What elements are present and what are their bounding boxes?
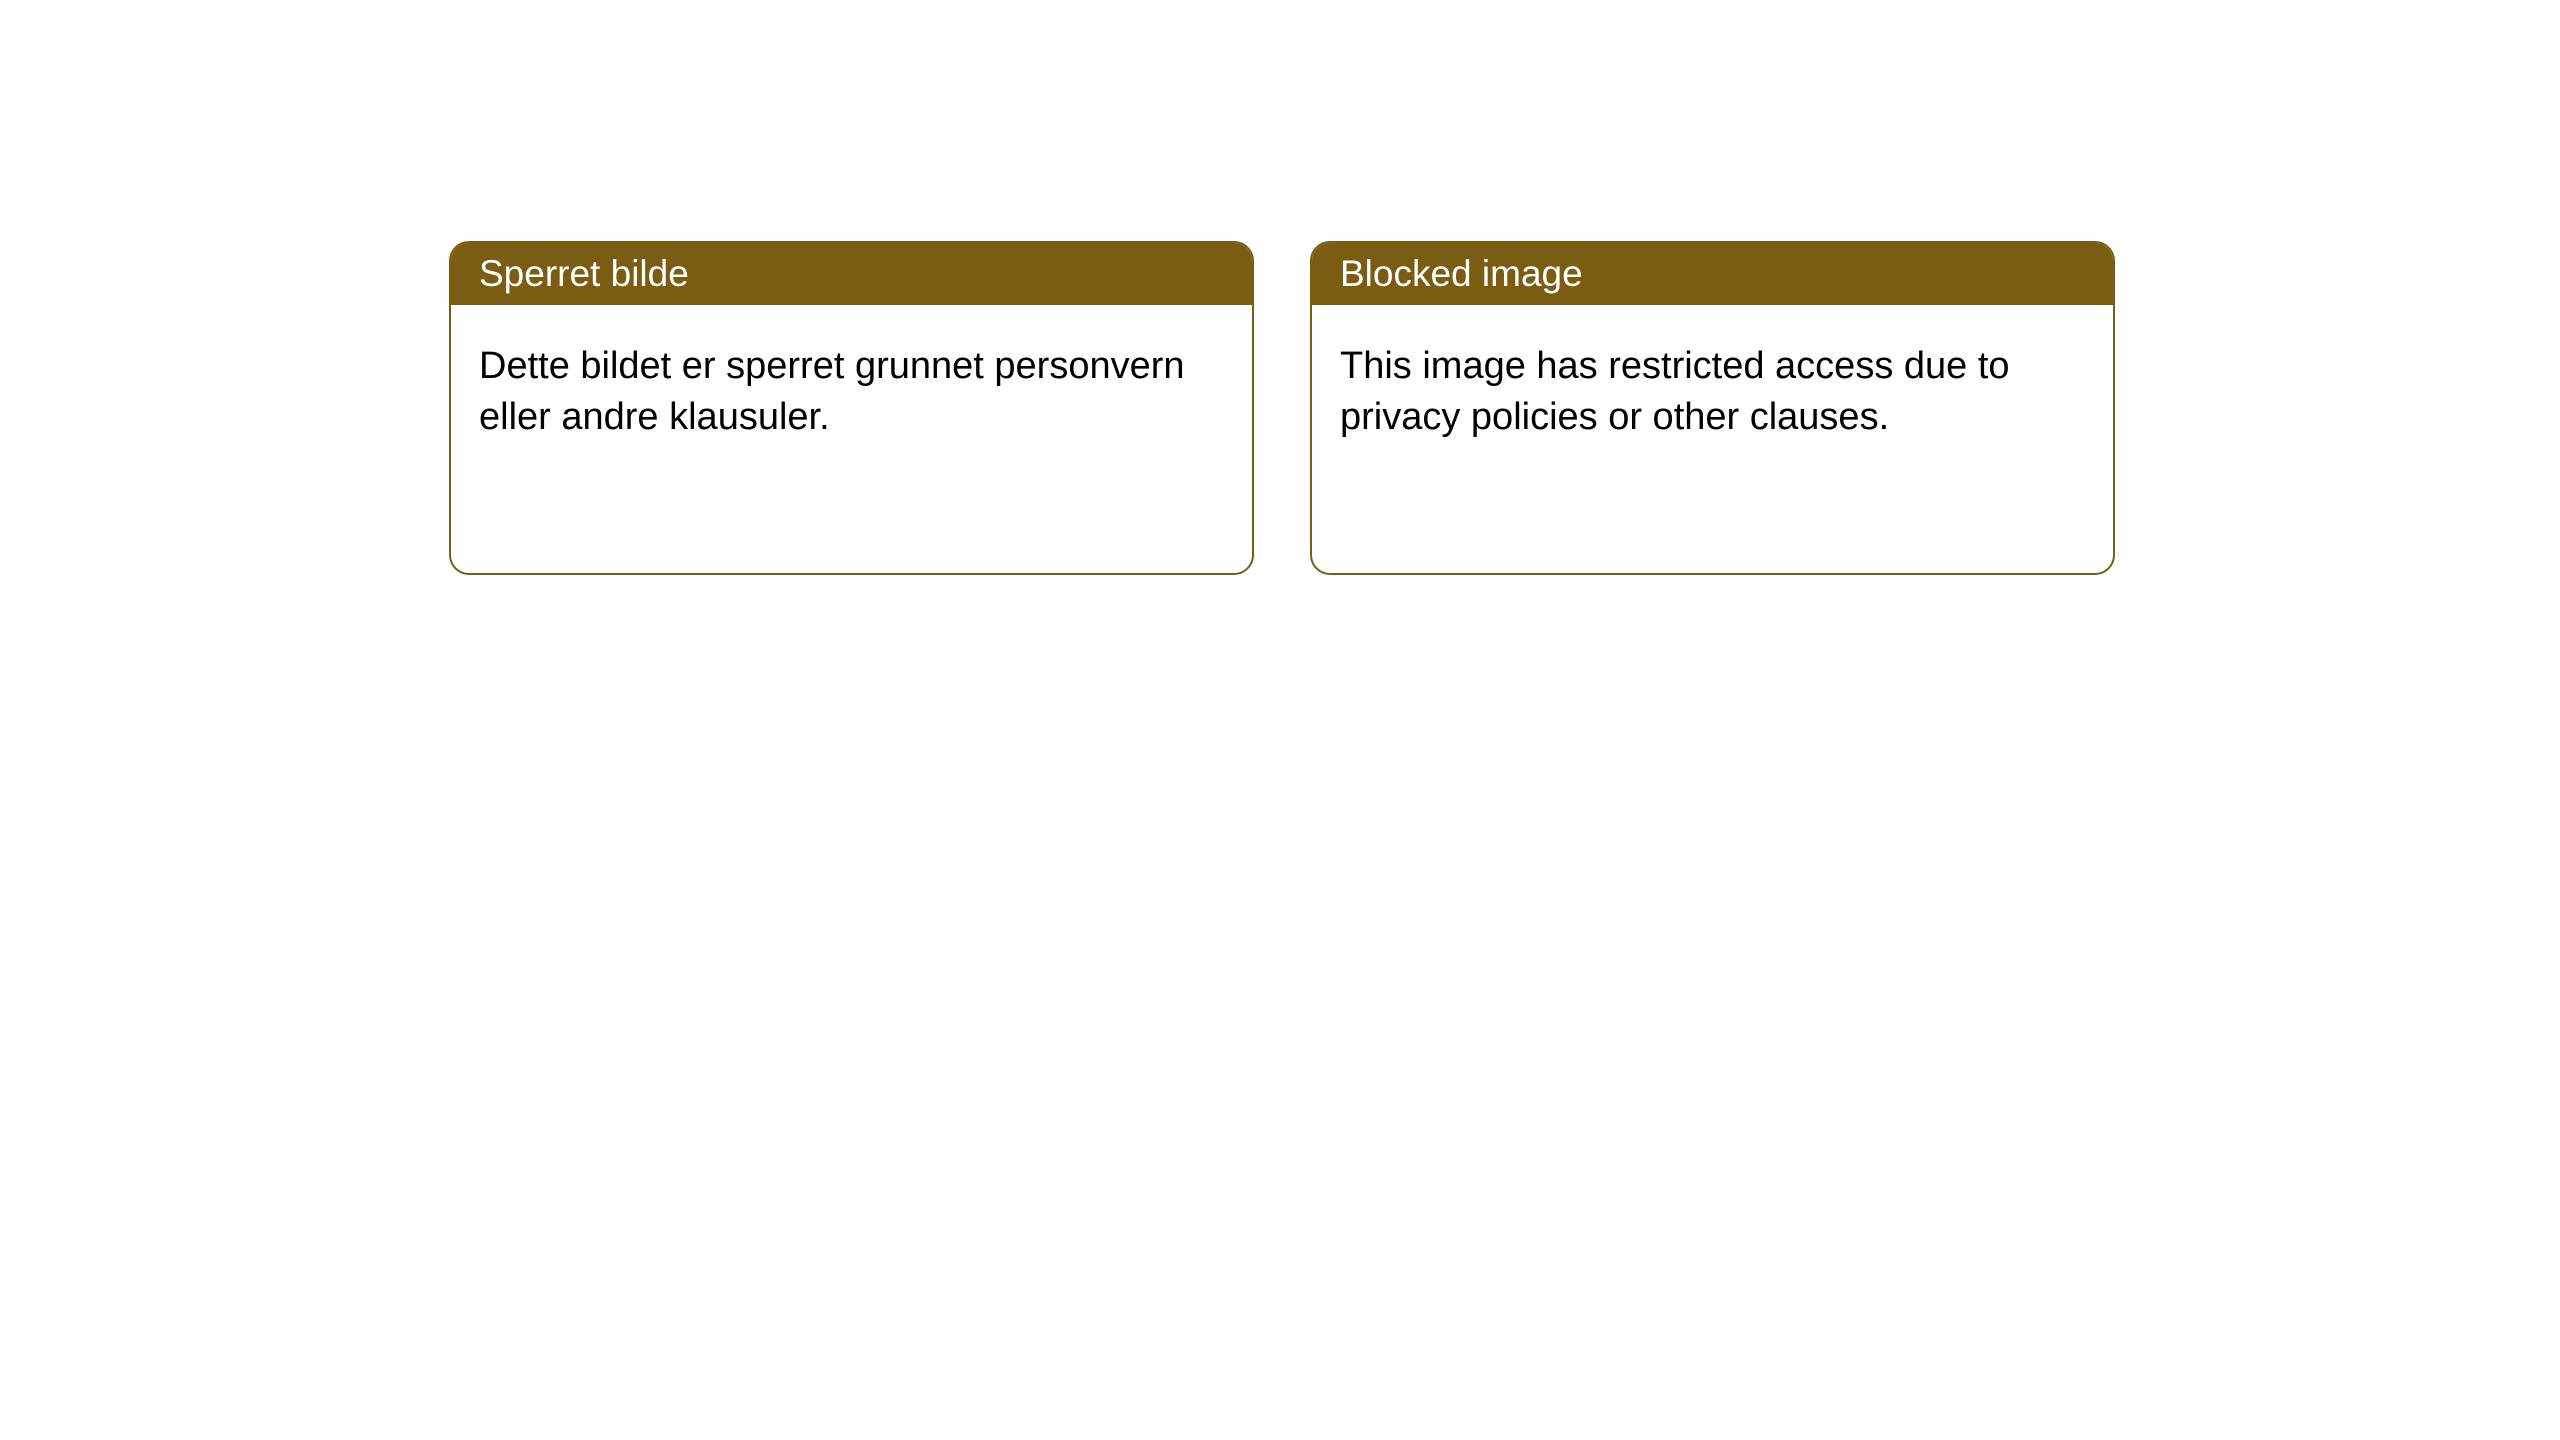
card-body-norwegian: Dette bildet er sperret grunnet personve… bbox=[451, 305, 1252, 480]
card-title-norwegian: Sperret bilde bbox=[479, 253, 689, 294]
cards-container: Sperret bilde Dette bildet er sperret gr… bbox=[0, 0, 2560, 575]
card-header-norwegian: Sperret bilde bbox=[451, 243, 1252, 305]
blocked-image-card-english: Blocked image This image has restricted … bbox=[1310, 241, 2115, 575]
card-text-norwegian: Dette bildet er sperret grunnet personve… bbox=[479, 345, 1185, 438]
card-text-english: This image has restricted access due to … bbox=[1340, 345, 2010, 438]
card-header-english: Blocked image bbox=[1312, 243, 2113, 305]
card-title-english: Blocked image bbox=[1340, 253, 1583, 294]
blocked-image-card-norwegian: Sperret bilde Dette bildet er sperret gr… bbox=[449, 241, 1254, 575]
card-body-english: This image has restricted access due to … bbox=[1312, 305, 2113, 480]
